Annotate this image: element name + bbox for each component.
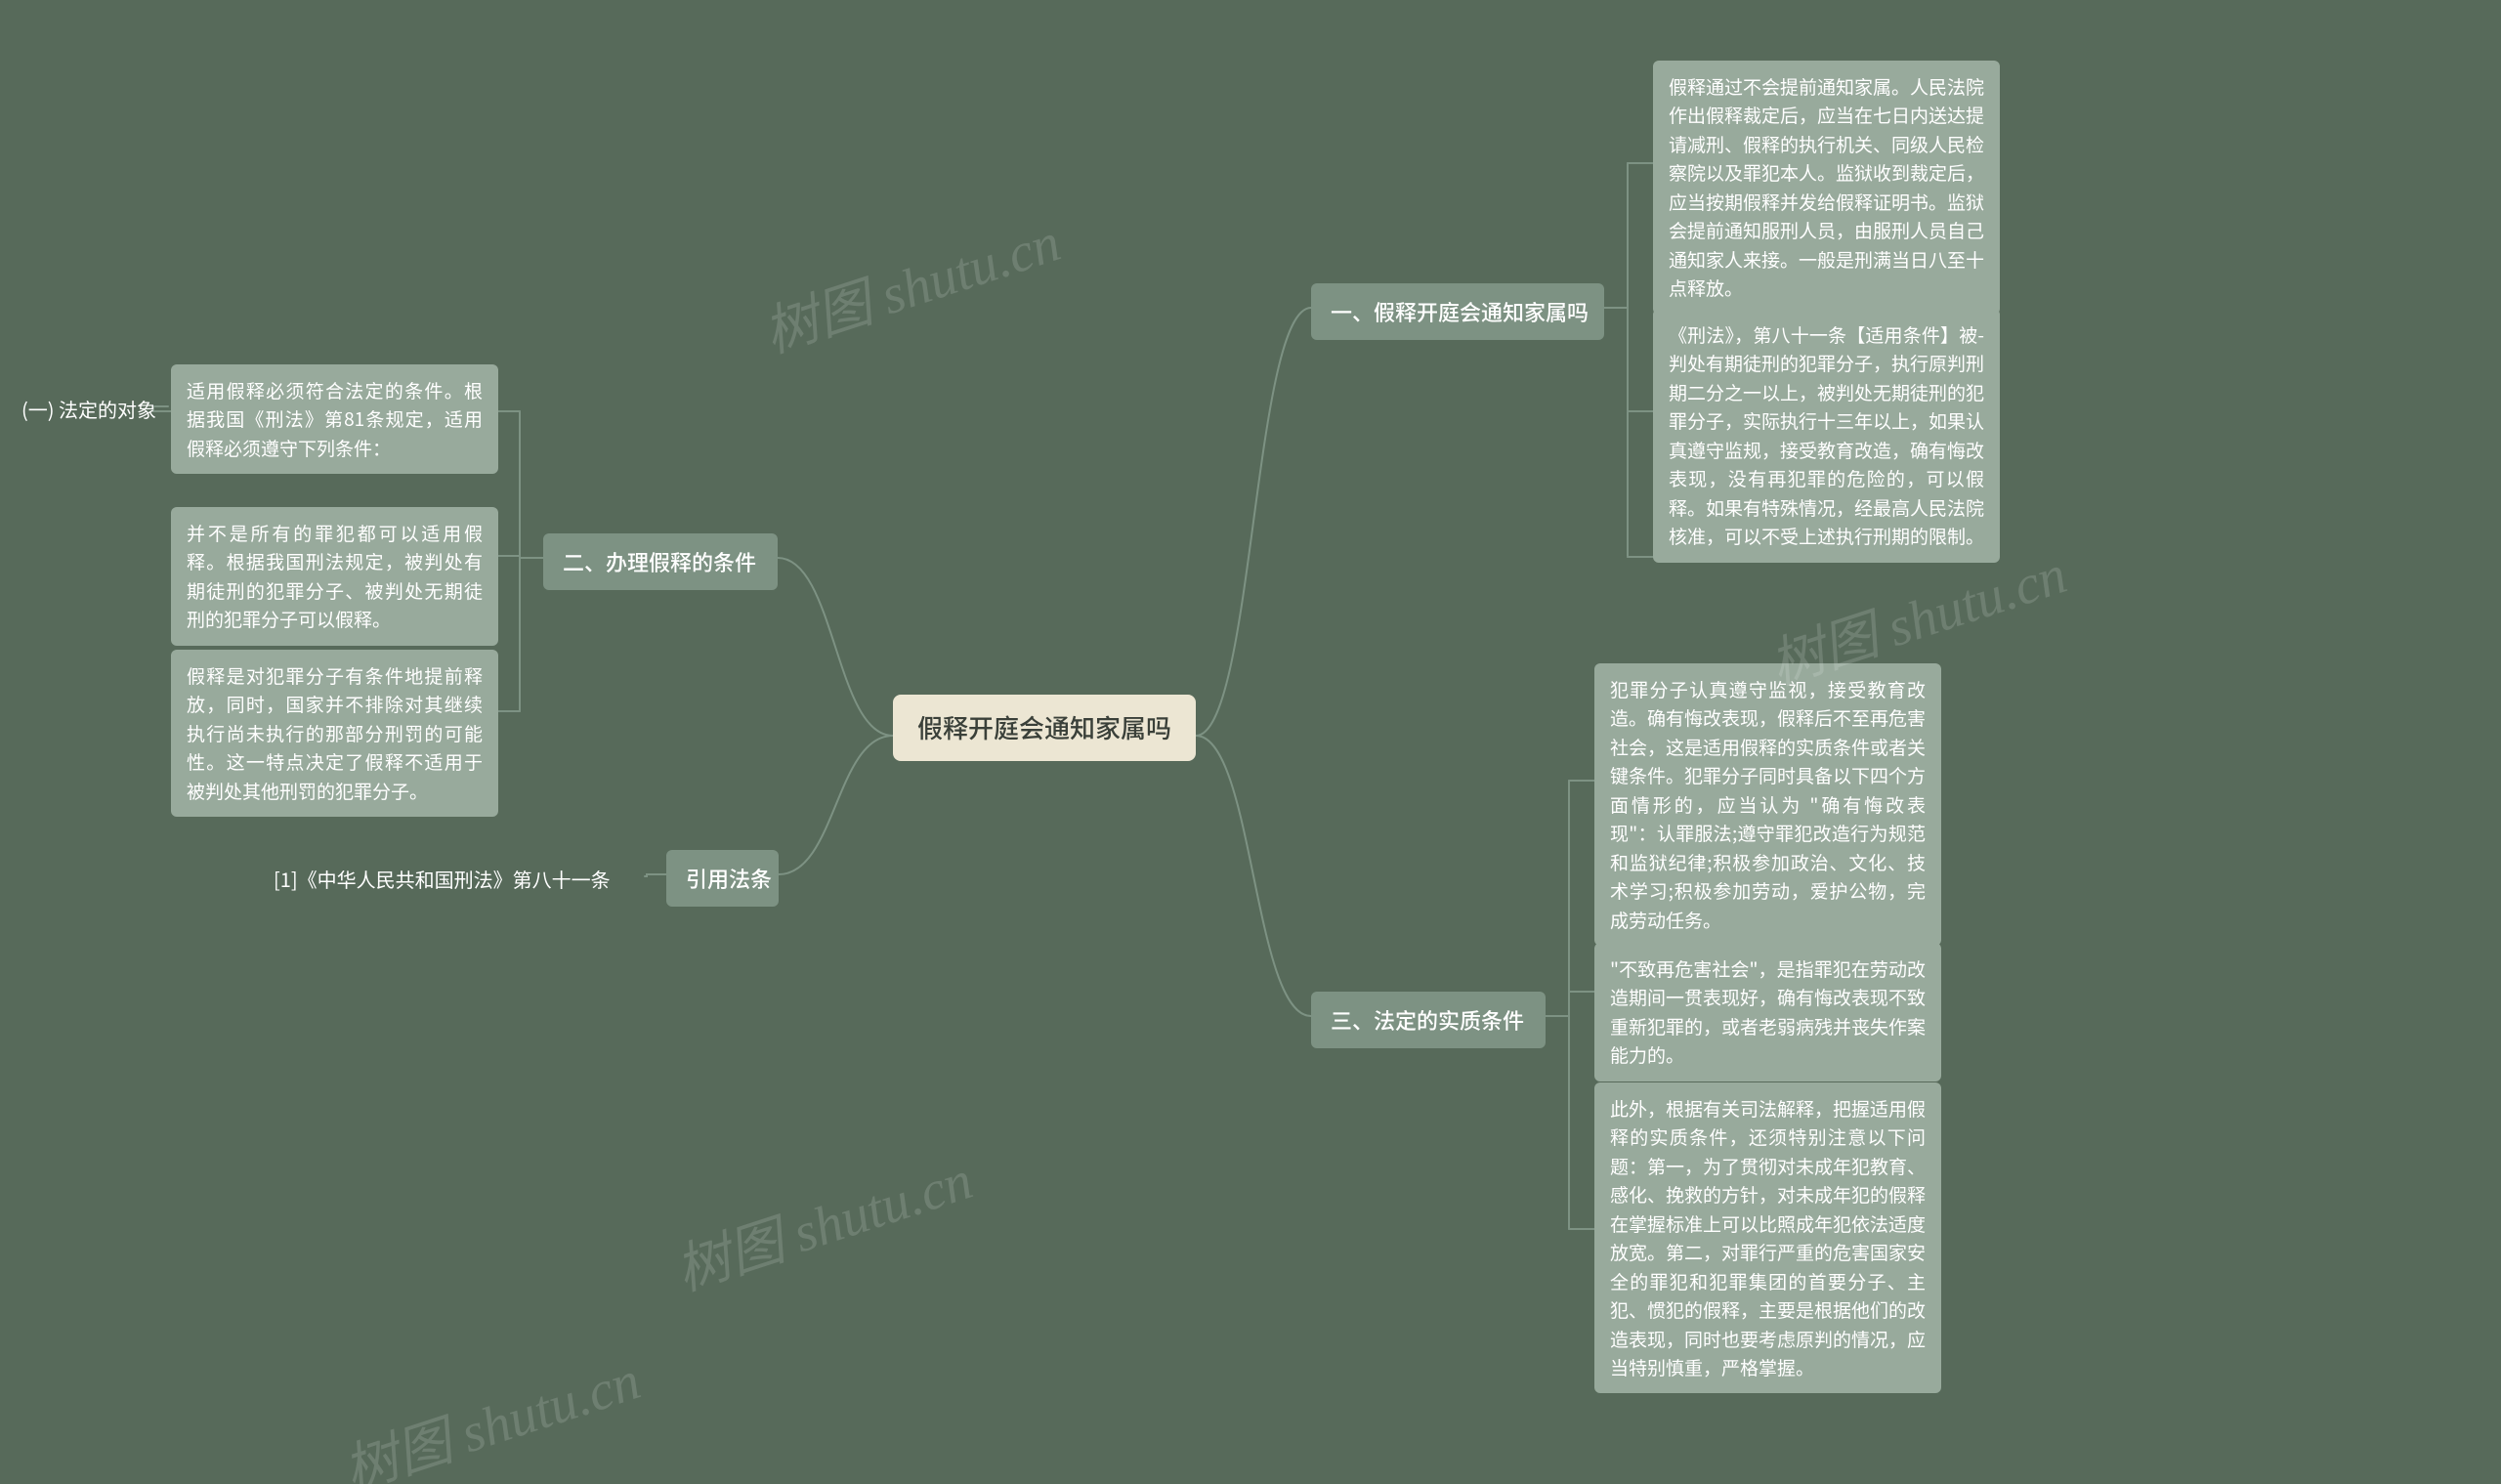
branch-b1: 一、假释开庭会通知家属吗 — [1311, 283, 1604, 340]
leaf-b3c3: 此外，根据有关司法解释，把握适用假释的实质条件，还须特别注意以下问题：第一，为了… — [1594, 1082, 1941, 1393]
leaf-b2c1: 适用假释必须符合法定的条件。根据我国《刑法》第81条规定，适用假释必须遵守下列条… — [171, 364, 498, 474]
leaf-b1c2: 《刑法》，第八十一条【适用条件】被-判处有期徒刑的犯罪分子，执行原判刑期二分之一… — [1653, 309, 2000, 563]
leaf-b2c3: 假释是对犯罪分子有条件地提前释放，同时，国家并不排除对其继续执行尚未执行的那部分… — [171, 650, 498, 817]
free-b2c1a: (一) 法定的对象 — [21, 394, 156, 424]
branch-b2: 二、办理假释的条件 — [543, 533, 778, 590]
branch-b3: 三、法定的实质条件 — [1311, 992, 1546, 1048]
leaf-b1c1: 假释通过不会提前通知家属。人民法院作出假释裁定后，应当在七日内送达提请减刑、假释… — [1653, 61, 2000, 315]
leaf-b2c2: 并不是所有的罪犯都可以适用假释。根据我国刑法规定，被判处有期徒刑的犯罪分子、被判… — [171, 507, 498, 646]
leaf-b3c2: "不致再危害社会"，是指罪犯在劳动改造期间一贯表现好，确有悔改表现不致重新犯罪的… — [1594, 943, 1941, 1081]
branch-b4: 引用法条 — [666, 850, 779, 907]
root-node: 假释开庭会通知家属吗 — [893, 695, 1196, 761]
leaf-b3c1: 犯罪分子认真遵守监视，接受教育改造。确有悔改表现，假释后不至再危害社会，这是适用… — [1594, 663, 1941, 946]
free-b4c1: [1]《中华人民共和国刑法》第八十一条 — [274, 864, 611, 894]
